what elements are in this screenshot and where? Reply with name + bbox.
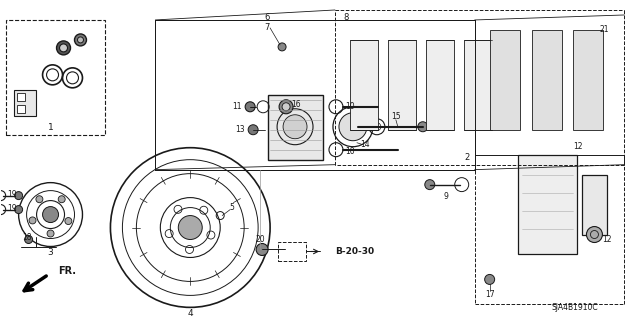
Text: 1: 1 (47, 123, 53, 132)
Circle shape (418, 122, 428, 132)
Polygon shape (582, 174, 607, 234)
Circle shape (43, 207, 58, 223)
Text: B-20-30: B-20-30 (335, 247, 374, 256)
Circle shape (282, 103, 290, 111)
Circle shape (484, 274, 495, 285)
Circle shape (36, 196, 43, 203)
Polygon shape (388, 40, 416, 130)
Circle shape (245, 102, 255, 112)
Text: 3: 3 (47, 248, 53, 257)
Circle shape (179, 216, 202, 240)
Text: 2: 2 (465, 153, 470, 162)
Text: 9: 9 (444, 192, 448, 201)
Text: 16: 16 (291, 100, 301, 109)
Bar (17, 105, 24, 113)
Bar (13, 90, 36, 116)
Circle shape (586, 226, 602, 242)
Text: 19: 19 (8, 204, 17, 213)
Polygon shape (490, 30, 520, 130)
Text: 20: 20 (255, 235, 265, 244)
Bar (6, 20, 106, 135)
Text: 11: 11 (233, 102, 242, 111)
Text: SJA4B1910C: SJA4B1910C (551, 303, 598, 312)
Circle shape (15, 205, 22, 213)
Circle shape (24, 235, 33, 243)
Text: 17: 17 (485, 290, 495, 299)
Text: 15: 15 (391, 112, 401, 121)
Text: 8: 8 (343, 13, 348, 22)
Circle shape (339, 113, 367, 141)
Circle shape (256, 243, 268, 256)
Circle shape (248, 125, 258, 135)
Polygon shape (426, 40, 454, 130)
Text: 4: 4 (188, 309, 193, 318)
Text: 12: 12 (573, 142, 582, 151)
Polygon shape (573, 30, 604, 130)
Text: 10: 10 (345, 102, 355, 111)
Circle shape (56, 41, 70, 55)
Circle shape (283, 115, 307, 139)
Text: 7: 7 (264, 23, 270, 33)
Circle shape (74, 34, 86, 46)
Text: 6: 6 (264, 13, 270, 22)
Circle shape (15, 192, 22, 200)
Text: 19: 19 (8, 190, 17, 199)
Circle shape (425, 180, 435, 189)
Polygon shape (350, 40, 378, 130)
Text: 21: 21 (600, 26, 609, 34)
Polygon shape (518, 155, 577, 255)
Polygon shape (532, 30, 561, 130)
Circle shape (47, 230, 54, 237)
Text: 12: 12 (603, 235, 612, 244)
Text: 13: 13 (236, 125, 245, 134)
Circle shape (279, 100, 293, 114)
Bar (268, 95, 323, 160)
Text: FR.: FR. (58, 266, 77, 277)
Bar (17, 93, 24, 101)
Bar (278, 241, 306, 262)
Polygon shape (464, 40, 492, 130)
Text: 18: 18 (22, 233, 32, 242)
Circle shape (77, 37, 83, 43)
Text: 10: 10 (345, 147, 355, 156)
Circle shape (65, 218, 72, 225)
Text: 14: 14 (360, 140, 370, 149)
Circle shape (58, 196, 65, 203)
Circle shape (60, 44, 67, 52)
Circle shape (29, 217, 36, 224)
Text: 5: 5 (230, 203, 235, 212)
Circle shape (278, 43, 286, 51)
